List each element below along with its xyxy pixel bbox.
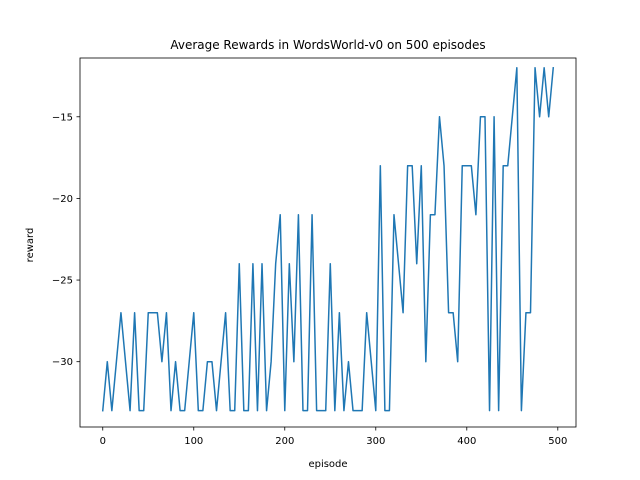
x-tick-label: 100: [184, 436, 203, 447]
chart-title: Average Rewards in WordsWorld-v0 on 500 …: [170, 38, 485, 52]
x-tick-label: 500: [548, 436, 567, 447]
y-tick-label: −25: [52, 276, 73, 287]
series-line: [101, 66, 555, 412]
y-tick-label: −15: [52, 112, 73, 123]
plot-area: [101, 66, 555, 412]
x-axis-label: episode: [308, 459, 347, 470]
x-tick-label: 300: [366, 436, 385, 447]
x-tick-label: 0: [100, 436, 106, 447]
y-tick-label: −20: [52, 194, 73, 205]
x-tick-label: 400: [457, 436, 476, 447]
y-axis-label: reward: [25, 228, 36, 263]
axes: 0 100 200 300 400 500 −30 −25 −20 −15: [52, 57, 577, 447]
y-tick-label: −30: [52, 357, 73, 368]
axes-frame: [79, 57, 577, 428]
x-tick-label: 200: [275, 436, 294, 447]
